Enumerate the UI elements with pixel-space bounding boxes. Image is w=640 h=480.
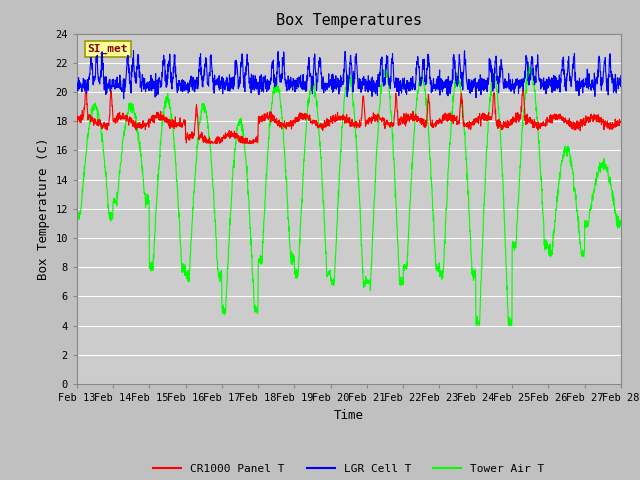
X-axis label: Time: Time [334, 408, 364, 421]
Title: Box Temperatures: Box Temperatures [276, 13, 422, 28]
Y-axis label: Box Temperature (C): Box Temperature (C) [36, 138, 50, 280]
Text: SI_met: SI_met [88, 44, 128, 54]
Legend: CR1000 Panel T, LGR Cell T, Tower Air T: CR1000 Panel T, LGR Cell T, Tower Air T [149, 460, 548, 479]
